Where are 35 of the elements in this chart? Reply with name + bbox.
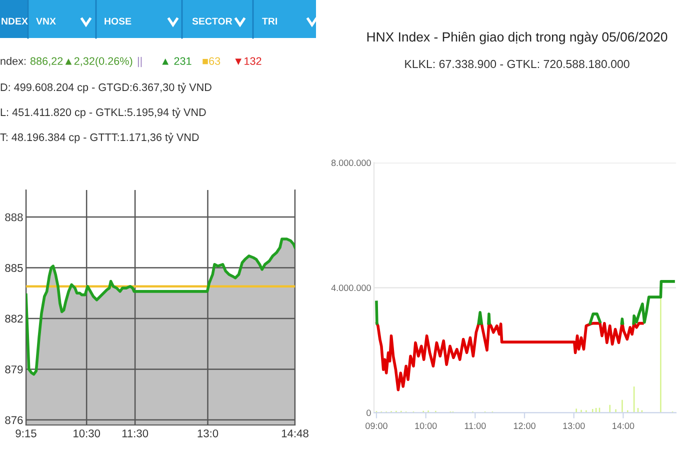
y-tick-label: 8.000.000 [331, 160, 371, 166]
y-tick-label: 0 [366, 410, 371, 416]
text: || [138, 56, 142, 68]
x-tick-label: 9:15 [16, 429, 36, 438]
y-tick-label: 882 [5, 314, 23, 323]
text: 886,22▲2,32(0.26%) [30, 56, 132, 68]
text: ▼132 [235, 57, 262, 65]
y-tick-label: 888 [5, 213, 23, 222]
chart-subtitle: KLKL: 67.338.900 - GTKL: 720.588.180.000 [405, 60, 630, 68]
x-tick-label: 09:00 [366, 422, 388, 430]
y-tick-label: 876 [5, 416, 23, 424]
x-tick-label: 11:30 [122, 429, 148, 438]
x-tick-label: 11:00 [464, 422, 486, 430]
x-tick-label: 12:00 [514, 422, 536, 430]
text: SECTOR [192, 18, 232, 25]
x-tick-label: 14:00 [612, 422, 634, 430]
text: ■63 [202, 57, 220, 65]
text: L: 451.411.820 cp - GTKL:5.195,94 tỷ VND [0, 108, 206, 118]
x-tick-label: 13:0 [198, 429, 218, 438]
x-tick-label: 10:00 [415, 422, 437, 430]
text: D: 499.608.204 cp - GTGD:6.367,30 tỷ VND [0, 82, 212, 94]
text: TRI [262, 18, 278, 25]
text: NDEX [2, 18, 28, 25]
text: ▲ 231 [162, 57, 192, 65]
chart-title: HNX Index - Phiên giao dịch trong ngày 05/06/2020 [367, 32, 668, 44]
y-tick-label: 4.000.000 [331, 284, 371, 292]
x-tick-label: 10:30 [74, 429, 100, 438]
text: VNX [36, 18, 56, 25]
text: T: 48.196.384 cp - GTTT:1.171,36 tỷ VND [0, 132, 199, 144]
y-tick-label: 885 [5, 264, 23, 272]
y-tick-label: 879 [5, 365, 23, 374]
text: ndex: [0, 56, 26, 65]
text: HOSE [104, 18, 132, 25]
x-tick-label: 14:48 [282, 429, 308, 438]
x-tick-label: 13:00 [563, 422, 585, 430]
